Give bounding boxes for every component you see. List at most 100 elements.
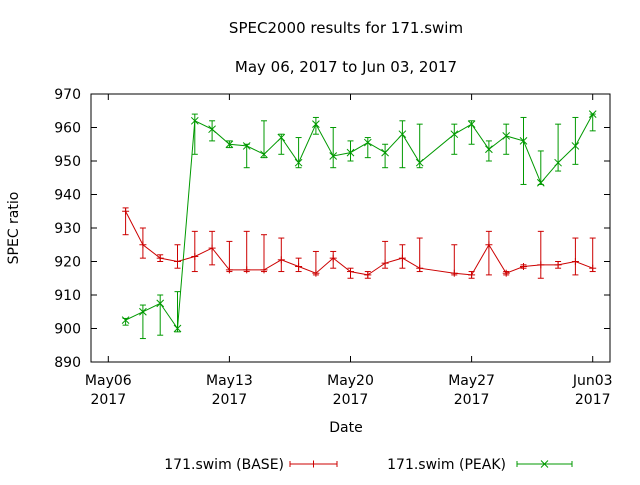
series-line-base bbox=[125, 211, 593, 276]
data-point-peak-d2 bbox=[294, 158, 303, 167]
error-bar-peak bbox=[520, 116, 527, 185]
error-bar-peak bbox=[157, 294, 164, 336]
data-point-peak-d2 bbox=[173, 324, 182, 333]
error-bar-peak bbox=[555, 123, 562, 172]
data-point-peak bbox=[467, 120, 476, 129]
error-bar-base bbox=[485, 230, 492, 276]
data-point-base bbox=[277, 256, 285, 264]
data-point-peak bbox=[398, 130, 407, 139]
data-point-peak bbox=[156, 299, 165, 308]
data-point-base bbox=[589, 264, 597, 272]
data-point-base bbox=[520, 263, 527, 271]
data-point-peak-d2 bbox=[571, 142, 580, 150]
error-bar-base bbox=[191, 230, 198, 273]
data-point-base bbox=[225, 266, 233, 274]
data-point-peak bbox=[588, 110, 597, 118]
data-point-peak bbox=[554, 158, 562, 167]
data-point-peak-d2 bbox=[329, 152, 338, 160]
data-point-peak bbox=[173, 324, 182, 333]
data-point-peak bbox=[571, 142, 580, 150]
error-bar-base bbox=[537, 230, 544, 279]
error-bar-peak bbox=[209, 120, 216, 142]
y-tick-label: 950 bbox=[54, 154, 81, 170]
data-point-peak-d2 bbox=[277, 133, 286, 142]
data-point-peak bbox=[502, 132, 511, 140]
data-point-peak-d2 bbox=[208, 125, 216, 134]
data-point-peak-d2 bbox=[121, 316, 130, 324]
data-point-peak bbox=[277, 133, 286, 142]
legend-marker-peak-d2 bbox=[540, 460, 549, 468]
data-point-peak-d2 bbox=[225, 140, 234, 149]
data-point-base bbox=[450, 269, 458, 277]
y-tick-label: 910 bbox=[54, 288, 81, 304]
error-bar-base bbox=[243, 230, 250, 273]
data-point-peak bbox=[190, 116, 199, 125]
legend-marker-base bbox=[310, 460, 317, 468]
error-bar-peak bbox=[174, 291, 181, 333]
data-point-peak bbox=[294, 158, 303, 167]
data-point-peak bbox=[225, 140, 234, 149]
y-tick-label: 900 bbox=[54, 322, 81, 338]
legend-label-base: 171.swim (BASE) bbox=[164, 457, 284, 473]
error-bar-peak bbox=[572, 116, 579, 165]
chart-title: SPEC2000 results for 171.swim bbox=[229, 19, 463, 37]
error-bar-base bbox=[572, 237, 579, 276]
series-base bbox=[122, 207, 597, 279]
error-bar-peak bbox=[364, 137, 371, 159]
data-point-peak bbox=[139, 307, 147, 316]
legend: 171.swim (BASE) 171.swim (PEAK) bbox=[164, 457, 573, 473]
data-point-peak-d2 bbox=[139, 307, 147, 316]
x-axis-label: Date bbox=[329, 420, 362, 436]
data-point-base bbox=[381, 259, 389, 267]
legend-item-base: 171.swim (BASE) bbox=[164, 457, 338, 473]
data-point-peak bbox=[329, 152, 338, 160]
data-point-base bbox=[485, 241, 493, 249]
error-bar-peak bbox=[382, 143, 389, 169]
y-tick-label: 970 bbox=[54, 87, 81, 103]
data-point-peak bbox=[415, 158, 424, 167]
data-point-peak bbox=[381, 148, 389, 157]
x-tick-label: Jun03 bbox=[572, 373, 613, 389]
data-point-peak bbox=[121, 316, 130, 324]
data-point-base bbox=[502, 269, 510, 277]
series-layer bbox=[121, 110, 597, 340]
x-tick-year: 2017 bbox=[90, 392, 126, 408]
error-bar-peak bbox=[139, 304, 146, 340]
data-point-base bbox=[468, 271, 476, 279]
error-bar-peak bbox=[503, 123, 510, 155]
data-point-peak bbox=[450, 130, 459, 139]
data-point-peak-d2 bbox=[242, 142, 251, 150]
data-point-peak bbox=[363, 138, 372, 147]
data-point-peak-d2 bbox=[554, 158, 562, 167]
x-tick-label: May13 bbox=[206, 373, 253, 389]
x-tick-year: 2017 bbox=[454, 392, 490, 408]
data-point-peak bbox=[485, 145, 493, 154]
x-tick-label: May27 bbox=[448, 373, 495, 389]
y-axis-label: SPEC ratio bbox=[6, 192, 22, 265]
error-bar-peak bbox=[451, 123, 458, 155]
data-point-peak-d2 bbox=[363, 138, 372, 147]
legend-marker-peak bbox=[540, 460, 549, 468]
error-bar-peak bbox=[330, 127, 337, 169]
x-tick-year: 2017 bbox=[575, 392, 611, 408]
y-tick-label: 930 bbox=[54, 221, 81, 237]
data-point-peak bbox=[242, 142, 251, 150]
data-point-peak bbox=[312, 120, 320, 129]
data-point-peak-d2 bbox=[312, 120, 320, 129]
series-line-peak bbox=[125, 113, 594, 330]
data-point-base bbox=[295, 263, 303, 271]
data-point-base bbox=[364, 271, 372, 279]
data-point-base bbox=[554, 261, 562, 269]
x-axis: May06 2017 May13 2017 May20 2017 May27 2017 Jun0… bbox=[85, 94, 613, 408]
data-point-base bbox=[347, 268, 354, 276]
data-point-base bbox=[260, 266, 268, 274]
data-point-peak bbox=[260, 150, 268, 159]
data-point-peak-d2 bbox=[346, 148, 355, 157]
data-point-peak bbox=[208, 125, 216, 134]
data-point-base bbox=[174, 258, 181, 265]
x-tick-label: May06 bbox=[85, 373, 132, 389]
data-point-base bbox=[329, 254, 337, 262]
data-point-peak-d2 bbox=[190, 116, 199, 125]
